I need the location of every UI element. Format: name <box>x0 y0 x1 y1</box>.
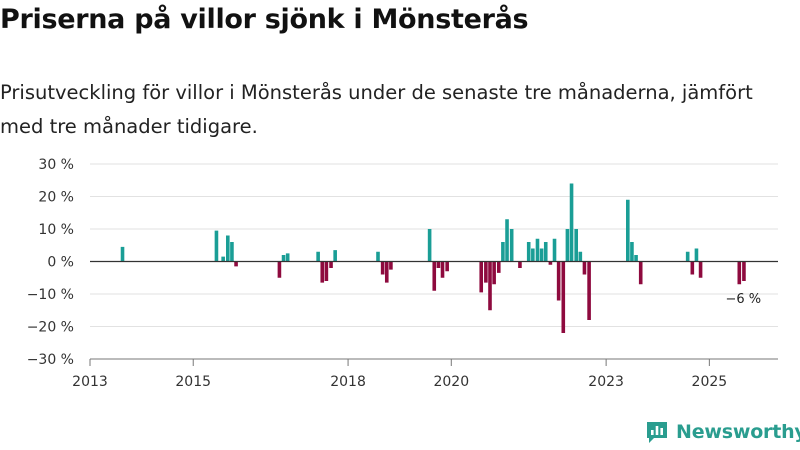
bar <box>634 255 638 262</box>
bar <box>234 261 238 267</box>
y-tick-label: 30 % <box>38 157 74 173</box>
bar <box>316 251 320 262</box>
bar <box>214 230 219 262</box>
bar <box>565 229 570 262</box>
bar <box>496 261 501 273</box>
y-axis-ticks: 30 % 20 % 10 % 0 % −10 % −20 % −30 % <box>27 157 74 368</box>
bar <box>578 251 583 262</box>
bar-chart-logo-icon <box>647 422 667 443</box>
bar <box>626 199 630 262</box>
bar <box>285 253 290 262</box>
bar <box>120 246 125 262</box>
bar <box>329 261 333 268</box>
bar <box>445 261 449 272</box>
bar <box>548 261 553 265</box>
x-tick-label: 2013 <box>72 374 108 390</box>
bar <box>556 261 561 301</box>
bar <box>484 261 488 283</box>
bar <box>488 261 492 311</box>
bar-series <box>120 183 746 333</box>
y-tick-label: 10 % <box>38 222 74 238</box>
bar <box>320 261 325 283</box>
bar <box>432 261 437 291</box>
y-tick-label: 20 % <box>38 190 74 206</box>
bar <box>376 251 380 262</box>
bar <box>436 261 441 268</box>
bar <box>427 229 432 262</box>
bar <box>685 251 690 262</box>
bar <box>324 261 329 281</box>
bar <box>380 261 385 275</box>
latest-value-annotation: −6 % <box>725 292 761 307</box>
bar <box>384 261 389 283</box>
bar <box>492 261 496 285</box>
bar <box>574 229 578 262</box>
bar <box>226 235 230 262</box>
bar <box>630 242 634 262</box>
x-tick-label: 2015 <box>175 374 211 390</box>
bar <box>333 250 337 262</box>
y-tick-label: −10 % <box>27 287 74 303</box>
x-tick-label: 2023 <box>588 374 624 390</box>
bar <box>690 261 695 275</box>
bar <box>742 261 746 281</box>
bar <box>221 256 225 262</box>
bar <box>543 242 548 262</box>
bar <box>509 229 514 262</box>
bar <box>230 242 234 262</box>
x-axis: 2013 2015 2018 2020 2023 2025 <box>72 358 778 390</box>
bar <box>277 261 282 278</box>
bar <box>518 261 522 268</box>
x-tick-label: 2025 <box>692 374 728 390</box>
bar <box>694 248 699 262</box>
bar <box>535 238 540 262</box>
bar <box>440 261 445 278</box>
x-tick-label: 2018 <box>330 374 366 390</box>
bar <box>561 261 566 333</box>
brand-name: Newsworthy <box>676 421 800 443</box>
bar <box>531 248 535 262</box>
bar <box>569 183 574 262</box>
bar <box>505 219 509 262</box>
y-tick-label: −30 % <box>27 352 74 368</box>
bar <box>737 261 742 285</box>
bar <box>552 238 557 262</box>
bar <box>638 261 643 285</box>
bar <box>281 255 286 262</box>
bar <box>698 261 703 278</box>
brand-logo: Newsworthy <box>644 419 800 445</box>
x-tick-label: 2020 <box>433 374 469 390</box>
bar <box>479 261 484 293</box>
y-tick-label: −20 % <box>27 320 74 336</box>
bar <box>501 242 505 262</box>
bar <box>526 242 531 262</box>
chart-subtitle: Prisutveckling för villor i Mönsterås un… <box>0 81 753 138</box>
bar <box>582 261 587 275</box>
y-tick-label: 0 % <box>47 255 74 271</box>
page-title: Priserna på villor sjönk i Mönsterås <box>0 4 529 35</box>
bar <box>389 261 393 270</box>
bar <box>587 261 591 320</box>
bar <box>539 248 544 262</box>
